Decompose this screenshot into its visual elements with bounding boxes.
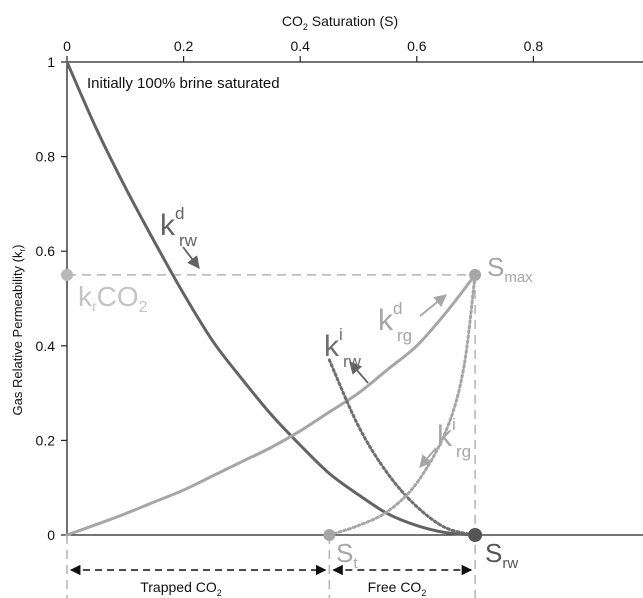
x-tick-label: 0.6	[407, 38, 427, 54]
curve-k-rw-i	[327, 358, 477, 537]
y-tick-label: 1	[47, 54, 55, 70]
initial-state-annotation: Initially 100% brine saturated	[87, 75, 280, 92]
x-tick-label: 0	[63, 38, 71, 54]
arrow-k-rg-d	[419, 294, 447, 317]
label-k-rg-d: kd rg	[378, 299, 412, 345]
label-s-rw: Srw	[485, 538, 518, 572]
range-label-trapped: Trapped CO2	[140, 579, 222, 598]
label-s-t: St	[336, 538, 358, 572]
curves	[65, 60, 477, 537]
y-axis-title: Gas Relative Permeability (kr)	[10, 244, 27, 415]
point-krco2	[61, 268, 73, 281]
label-k-rw-d: kd rw	[160, 204, 198, 250]
y-tick-label: 0.8	[36, 149, 56, 165]
x-tick-label: 0.4	[290, 38, 310, 54]
arrow-k-rw-d	[182, 246, 200, 270]
x-axis-title: CO2 Saturation (S)	[282, 13, 398, 32]
arrow-k-rw-i	[349, 361, 369, 384]
x-tick-label: 0.8	[524, 38, 544, 54]
arrow-k-rg-i	[419, 447, 437, 468]
y-tick-label: 0.6	[36, 243, 56, 259]
range-label-free: Free CO2	[368, 579, 427, 598]
curve-k-rg-i	[327, 273, 477, 537]
direction-arrows	[182, 246, 447, 468]
label-k-rg-i: kirg	[437, 415, 471, 461]
x-tick-label: 0.2	[174, 38, 194, 54]
curve-k-rw-d	[65, 60, 477, 537]
y-tick-label: 0.2	[36, 432, 56, 448]
guide-lines	[66, 274, 476, 598]
axes	[66, 61, 643, 536]
curve-k-rg-d	[65, 273, 477, 537]
key-points	[61, 268, 483, 542]
label-kr-co2: krCO2	[78, 281, 148, 316]
y-tick-label: 0.4	[36, 338, 56, 354]
tick-marks: 0 0.2 0.4 0.6 0.8 0 0.2 0.4 0.6 0.8 1	[36, 38, 544, 543]
y-tick-label: 0	[47, 527, 55, 543]
point-s-max	[469, 268, 482, 281]
point-s-t	[323, 529, 336, 541]
label-s-max: Smax	[487, 252, 533, 286]
point-s-rw	[468, 528, 483, 542]
label-k-rw-i: kirw	[324, 325, 362, 371]
